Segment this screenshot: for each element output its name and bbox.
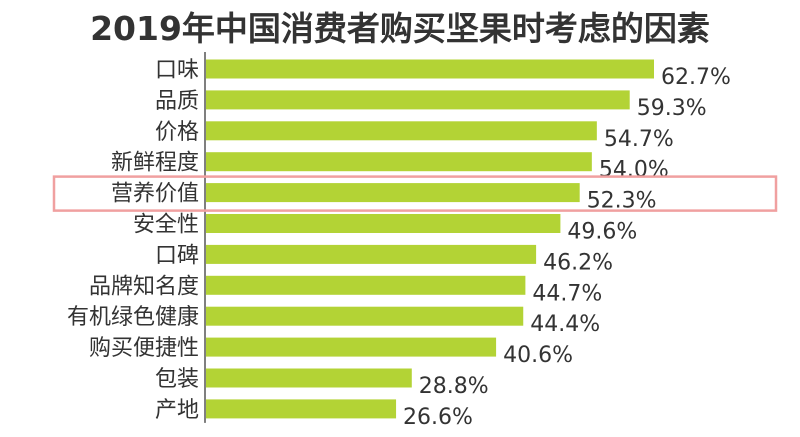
value-label: 62.7%: [661, 65, 731, 90]
category-label: 品质: [155, 89, 199, 114]
value-label: 44.4%: [530, 312, 600, 337]
value-label: 44.7%: [532, 281, 602, 306]
bar: [206, 275, 526, 295]
chart-title: 2019年中国消费者购买坚果时考虑的因素: [90, 9, 710, 48]
highlight-box: [52, 175, 778, 212]
value-label: 26.6%: [403, 405, 473, 430]
value-label: 59.3%: [637, 96, 707, 121]
bar: [206, 306, 524, 326]
bar: [206, 399, 397, 419]
value-label: 54.0%: [599, 158, 669, 183]
bar: [206, 121, 597, 141]
category-label: 包装: [155, 367, 199, 392]
category-label: 有机绿色健康: [67, 305, 199, 330]
category-label: 口味: [155, 58, 199, 83]
category-label: 口碑: [155, 243, 199, 268]
category-label: 品牌知名度: [89, 274, 199, 299]
category-label: 安全性: [133, 213, 199, 238]
value-label: 46.2%: [543, 250, 613, 275]
category-label: 营养价值: [111, 182, 199, 207]
bar: [206, 59, 654, 79]
value-label: 40.6%: [503, 343, 573, 368]
value-label: 54.7%: [604, 127, 674, 152]
bar: [206, 244, 537, 264]
category-label: 购买便捷性: [89, 336, 199, 361]
category-label: 新鲜程度: [111, 151, 199, 176]
value-label: 49.6%: [567, 220, 637, 245]
bar: [206, 152, 592, 172]
bar: [206, 214, 561, 233]
bar: [206, 183, 580, 203]
bar: [206, 368, 412, 388]
category-label: 价格: [155, 120, 199, 145]
bar: [206, 337, 497, 357]
category-label: 产地: [155, 398, 199, 423]
value-label: 28.8%: [419, 374, 489, 399]
bar: [206, 90, 630, 110]
